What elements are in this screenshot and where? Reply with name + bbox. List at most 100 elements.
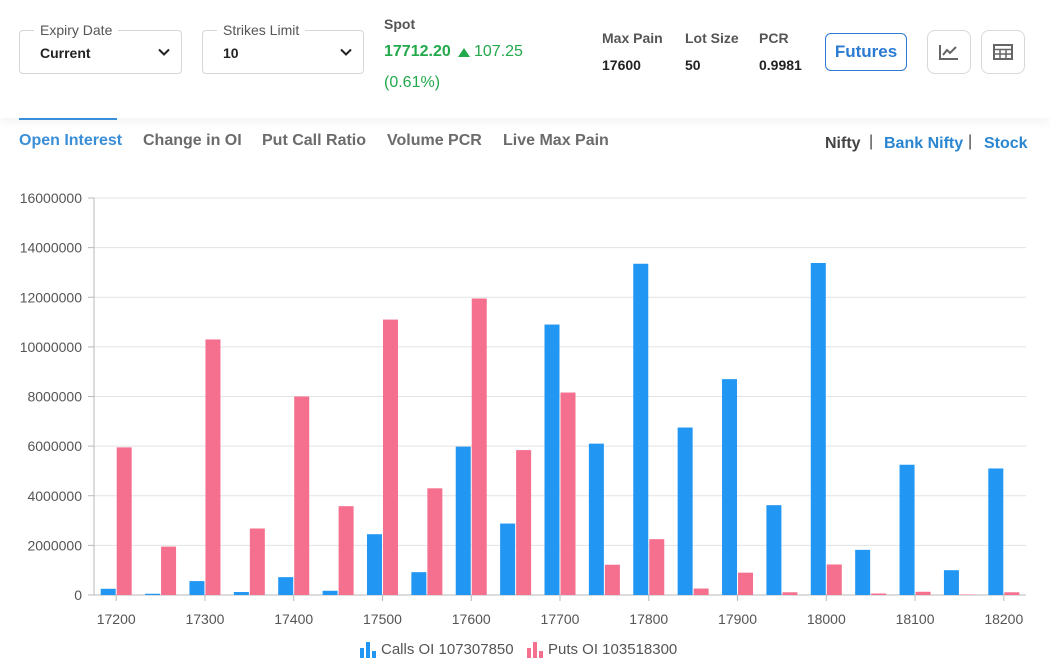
spot-change: 107.25 bbox=[458, 43, 523, 61]
x-tick-label: 17500 bbox=[363, 611, 402, 627]
y-tick-label: 12000000 bbox=[20, 289, 83, 305]
chart-view-button[interactable] bbox=[927, 30, 971, 74]
legend-calls-label: Calls OI 107307850 bbox=[381, 641, 514, 658]
open-interest-bar-chart: 0 2000000 4000000 6000000 8000000 10000000 120… bbox=[20, 190, 1026, 627]
puts-oi-bar bbox=[205, 339, 221, 595]
chevron-down-icon bbox=[340, 48, 352, 56]
y-tick-label: 4000000 bbox=[27, 488, 82, 504]
puts-oi-bar bbox=[915, 591, 931, 595]
y-tick-label: 0 bbox=[74, 587, 82, 603]
calls-oi-bar bbox=[899, 464, 915, 595]
max-pain-label: Max Pain bbox=[602, 30, 663, 46]
tab-live-max-pain[interactable]: Live Max Pain bbox=[503, 132, 609, 149]
chart-tabs: Open Interest Change in OI Put Call Rati… bbox=[0, 118, 1050, 168]
calls-oi-bar bbox=[588, 443, 604, 595]
calls-oi-bar bbox=[722, 379, 738, 595]
calls-oi-bar bbox=[766, 505, 782, 595]
puts-oi-bar bbox=[382, 319, 398, 595]
puts-oi-bar bbox=[294, 396, 310, 595]
calls-oi-bar bbox=[189, 581, 205, 595]
y-tick-label: 8000000 bbox=[27, 389, 82, 405]
calls-oi-bar bbox=[100, 588, 116, 595]
y-tick-label: 10000000 bbox=[20, 339, 83, 355]
y-tick-label: 16000000 bbox=[20, 190, 83, 206]
table-view-button[interactable] bbox=[981, 30, 1025, 74]
index-nifty[interactable]: Nifty bbox=[825, 135, 861, 152]
chevron-down-icon bbox=[158, 48, 170, 56]
puts-oi-bar bbox=[116, 447, 132, 595]
puts-oi-bar bbox=[516, 450, 532, 595]
calls-oi-bar bbox=[322, 590, 338, 595]
spot-change-value: 107.25 bbox=[474, 43, 523, 60]
spot-change-percent: (0.61%) bbox=[384, 74, 441, 91]
puts-oi-bar bbox=[738, 572, 754, 595]
max-pain-value: 17600 bbox=[602, 57, 641, 73]
expiry-date-value: Current bbox=[40, 45, 91, 61]
legend-puts[interactable]: Puts OI 103518300 bbox=[527, 641, 677, 658]
lot-size-value: 50 bbox=[685, 57, 701, 73]
puts-oi-bar bbox=[604, 564, 620, 595]
y-tick-label: 2000000 bbox=[27, 537, 82, 553]
puts-oi-bar bbox=[1004, 592, 1020, 595]
index-stock[interactable]: Stock bbox=[984, 135, 1028, 152]
strikes-limit-select[interactable]: Strikes Limit 10 bbox=[202, 22, 364, 74]
tab-change-in-oi[interactable]: Change in OI bbox=[143, 132, 242, 149]
x-tick-label: 17800 bbox=[629, 611, 668, 627]
tab-open-interest[interactable]: Open Interest bbox=[19, 132, 123, 149]
x-tick-label: 17300 bbox=[185, 611, 224, 627]
expiry-date-select[interactable]: Expiry Date Current bbox=[19, 22, 182, 74]
tab-put-call-ratio[interactable]: Put Call Ratio bbox=[262, 132, 367, 149]
puts-oi-bar bbox=[161, 546, 177, 595]
puts-oi-bar bbox=[427, 488, 443, 595]
lot-size-label: Lot Size bbox=[685, 30, 739, 46]
index-separator: | bbox=[869, 133, 874, 150]
puts-oi-bar bbox=[826, 564, 842, 595]
calls-oi-bar bbox=[943, 570, 959, 595]
legend-puts-label: Puts OI 103518300 bbox=[548, 641, 678, 658]
puts-oi-bar bbox=[871, 593, 887, 595]
x-tick-label: 18100 bbox=[896, 611, 935, 627]
calls-oi-bar bbox=[633, 263, 649, 595]
puts-oi-bar bbox=[249, 528, 265, 595]
x-tick-label: 18200 bbox=[984, 611, 1023, 627]
calls-oi-bar bbox=[411, 572, 427, 595]
spot-value: 17712.20 bbox=[384, 43, 451, 60]
x-tick-label: 17700 bbox=[541, 611, 580, 627]
calls-oi-bar bbox=[855, 549, 871, 595]
x-tick-label: 17400 bbox=[274, 611, 313, 627]
pcr-label: PCR bbox=[759, 30, 789, 46]
x-tick-label: 18000 bbox=[807, 611, 846, 627]
spot-label: Spot bbox=[384, 16, 416, 32]
calls-oi-bar bbox=[500, 523, 516, 595]
calls-oi-bar bbox=[810, 263, 826, 595]
calls-oi-bar bbox=[145, 593, 161, 595]
x-tick-label: 17900 bbox=[718, 611, 757, 627]
calls-oi-bar bbox=[233, 592, 249, 595]
pcr-value: 0.9981 bbox=[759, 57, 802, 73]
puts-oi-bar bbox=[560, 392, 576, 595]
active-tab-indicator bbox=[19, 118, 117, 120]
legend-calls[interactable]: Calls OI 107307850 bbox=[360, 641, 514, 658]
calls-oi-bar bbox=[455, 446, 471, 595]
strikes-limit-label: Strikes Limit bbox=[217, 22, 306, 38]
puts-oi-bar bbox=[649, 539, 665, 595]
x-tick-label: 17200 bbox=[97, 611, 136, 627]
index-bank-nifty[interactable]: Bank Nifty bbox=[884, 135, 964, 152]
calls-oi-bar bbox=[366, 534, 382, 595]
calls-oi-bar bbox=[988, 468, 1004, 595]
puts-oi-bar bbox=[338, 506, 354, 595]
bar-chart-icon bbox=[527, 641, 543, 658]
index-separator: | bbox=[968, 133, 973, 150]
line-chart-icon bbox=[939, 45, 958, 60]
puts-oi-bar bbox=[693, 588, 709, 595]
expiry-date-label: Expiry Date bbox=[34, 22, 119, 38]
tab-volume-pcr[interactable]: Volume PCR bbox=[387, 132, 482, 149]
triangle-up-icon bbox=[458, 47, 470, 57]
futures-button[interactable]: Futures bbox=[825, 33, 907, 71]
calls-oi-bar bbox=[544, 324, 560, 595]
calls-oi-bar bbox=[677, 427, 693, 595]
puts-oi-bar bbox=[782, 592, 798, 595]
puts-oi-bar bbox=[471, 298, 487, 595]
strikes-limit-value: 10 bbox=[223, 45, 239, 61]
calls-oi-bar bbox=[278, 577, 294, 595]
